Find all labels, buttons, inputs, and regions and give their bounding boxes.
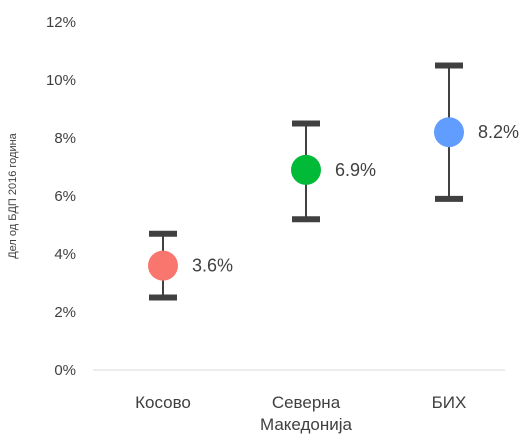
data-label: 3.6% bbox=[192, 256, 233, 276]
data-point-marker bbox=[291, 154, 321, 185]
data-point-group: 8.2% bbox=[434, 62, 519, 202]
category-label: Косово bbox=[135, 393, 191, 412]
category-labels: Косово Северна Македонија БИХ bbox=[135, 393, 466, 434]
y-tick-label: 6% bbox=[54, 188, 76, 205]
y-tick-label: 0% bbox=[54, 362, 76, 379]
data-point-group: 3.6% bbox=[148, 230, 233, 301]
y-tick-label: 10% bbox=[46, 72, 76, 89]
data-label: 8.2% bbox=[478, 122, 519, 142]
y-tick-labels: 0% 2% 4% 6% 8% 10% 12% bbox=[46, 14, 76, 379]
data-point-marker bbox=[148, 250, 178, 281]
data-label: 6.9% bbox=[335, 160, 376, 180]
data-point-group: 6.9% bbox=[291, 120, 376, 223]
y-tick-label: 2% bbox=[54, 304, 76, 321]
y-tick-label: 12% bbox=[46, 14, 76, 31]
data-point-marker bbox=[434, 117, 464, 148]
category-label: БИХ bbox=[432, 393, 467, 412]
y-tick-label: 8% bbox=[54, 130, 76, 147]
category-label: Северна Македонија bbox=[260, 393, 353, 434]
data-points: 3.6% 6.9% 8.2% bbox=[148, 62, 519, 301]
y-tick-label: 4% bbox=[54, 246, 76, 263]
y-axis-title: Дел од БДП 2016 година bbox=[7, 132, 19, 258]
